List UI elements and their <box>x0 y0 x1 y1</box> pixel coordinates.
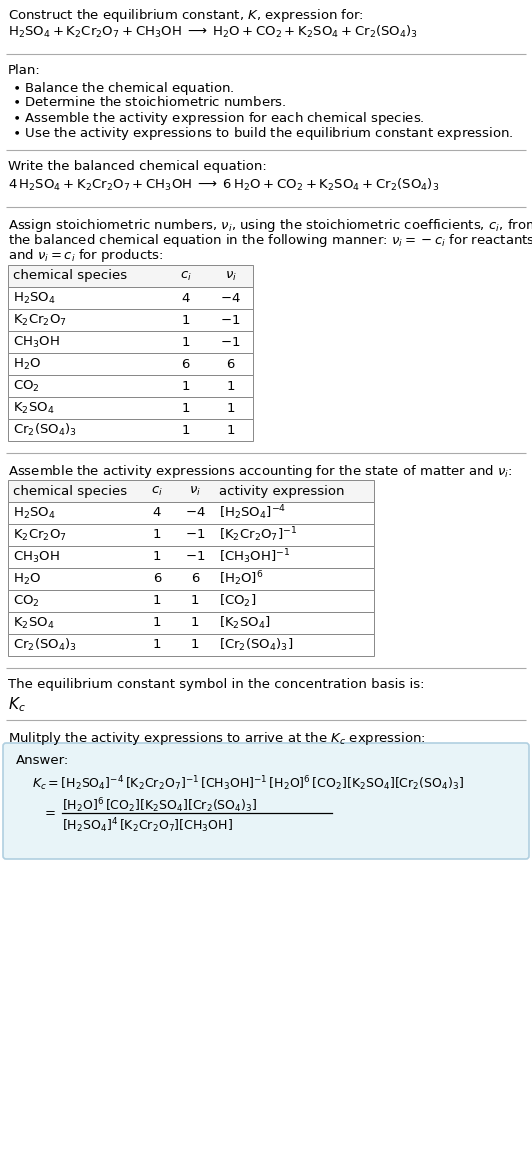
Text: 1: 1 <box>191 639 200 651</box>
Text: Plan:: Plan: <box>8 64 41 76</box>
Text: $\mathrm{CO_2}$: $\mathrm{CO_2}$ <box>13 379 40 394</box>
Text: $[\mathrm{H_2O}]^6\,[\mathrm{CO_2}][\mathrm{K_2SO_4}][\mathrm{Cr_2(SO_4)_3}]$: $[\mathrm{H_2O}]^6\,[\mathrm{CO_2}][\mat… <box>62 796 257 815</box>
Text: 6: 6 <box>226 357 235 371</box>
Bar <box>8 502 374 524</box>
Text: $\mathrm{CH_3OH}$: $\mathrm{CH_3OH}$ <box>13 335 60 350</box>
Text: $c_i$: $c_i$ <box>180 269 192 283</box>
Bar <box>8 612 374 634</box>
Bar <box>8 420 253 442</box>
Text: 1: 1 <box>181 379 190 393</box>
Text: Construct the equilibrium constant, $K$, expression for:: Construct the equilibrium constant, $K$,… <box>8 7 364 24</box>
Text: 1: 1 <box>153 639 161 651</box>
Text: and $\nu_i = c_i$ for products:: and $\nu_i = c_i$ for products: <box>8 247 164 264</box>
Text: Assemble the activity expressions accounting for the state of matter and $\nu_i$: Assemble the activity expressions accoun… <box>8 462 513 480</box>
Text: $-1$: $-1$ <box>220 313 240 327</box>
Text: $c_i$: $c_i$ <box>151 484 163 497</box>
Text: $\bullet$ Determine the stoichiometric numbers.: $\bullet$ Determine the stoichiometric n… <box>12 95 287 109</box>
Text: $\mathrm{H_2O}$: $\mathrm{H_2O}$ <box>13 571 41 586</box>
Bar <box>8 331 253 353</box>
Bar <box>8 524 374 546</box>
Text: the balanced chemical equation in the following manner: $\nu_i = -c_i$ for react: the balanced chemical equation in the fo… <box>8 232 532 249</box>
Text: 6: 6 <box>153 573 161 585</box>
Text: $[\mathrm{H_2SO_4}]^4\,[\mathrm{K_2Cr_2O_7}][\mathrm{CH_3OH}]$: $[\mathrm{H_2SO_4}]^4\,[\mathrm{K_2Cr_2O… <box>62 816 233 834</box>
Text: $\mathrm{H_2SO_4}$: $\mathrm{H_2SO_4}$ <box>13 505 56 520</box>
Text: chemical species: chemical species <box>13 484 127 497</box>
Bar <box>8 265 253 287</box>
Text: $K_c$: $K_c$ <box>8 695 26 714</box>
Bar <box>8 590 374 612</box>
Text: $\nu_i$: $\nu_i$ <box>189 484 201 497</box>
Text: 1: 1 <box>153 617 161 629</box>
Text: 1: 1 <box>181 335 190 349</box>
Text: 6: 6 <box>181 357 190 371</box>
Text: $[\mathrm{Cr_2(SO_4)_3}]$: $[\mathrm{Cr_2(SO_4)_3}]$ <box>219 637 293 653</box>
Bar <box>8 376 253 398</box>
Text: $\mathrm{K_2SO_4}$: $\mathrm{K_2SO_4}$ <box>13 615 54 630</box>
Text: $\mathrm{CH_3OH}$: $\mathrm{CH_3OH}$ <box>13 549 60 564</box>
Text: $\mathrm{H_2SO_4 + K_2Cr_2O_7 + CH_3OH}$$\;\longrightarrow\;$$\mathrm{H_2O + CO_: $\mathrm{H_2SO_4 + K_2Cr_2O_7 + CH_3OH}$… <box>8 24 418 41</box>
Text: $[\mathrm{H_2SO_4}]^{-4}$: $[\mathrm{H_2SO_4}]^{-4}$ <box>219 504 286 523</box>
Text: $[\mathrm{CH_3OH}]^{-1}$: $[\mathrm{CH_3OH}]^{-1}$ <box>219 548 290 567</box>
Text: $-1$: $-1$ <box>185 529 205 541</box>
Text: Mulitply the activity expressions to arrive at the $K_c$ expression:: Mulitply the activity expressions to arr… <box>8 730 426 748</box>
Text: $[\mathrm{K_2SO_4}]$: $[\mathrm{K_2SO_4}]$ <box>219 615 271 630</box>
Text: The equilibrium constant symbol in the concentration basis is:: The equilibrium constant symbol in the c… <box>8 678 425 691</box>
Bar <box>8 480 374 502</box>
Text: $-1$: $-1$ <box>185 551 205 563</box>
Text: $\mathrm{Cr_2(SO_4)_3}$: $\mathrm{Cr_2(SO_4)_3}$ <box>13 422 77 438</box>
Text: $\mathrm{4\,H_2SO_4 + K_2Cr_2O_7 + CH_3OH}$$\;\longrightarrow\;$$\mathrm{6\,H_2O: $\mathrm{4\,H_2SO_4 + K_2Cr_2O_7 + CH_3O… <box>8 177 439 194</box>
Text: $K_c = [\mathrm{H_2SO_4}]^{-4}$$\,[\mathrm{K_2Cr_2O_7}]^{-1}$$\,[\mathrm{CH_3OH}: $K_c = [\mathrm{H_2SO_4}]^{-4}$$\,[\math… <box>32 774 464 793</box>
Text: $\bullet$ Balance the chemical equation.: $\bullet$ Balance the chemical equation. <box>12 80 235 97</box>
Text: $-4$: $-4$ <box>185 506 205 519</box>
Text: 1: 1 <box>191 595 200 607</box>
Text: $\mathrm{H_2O}$: $\mathrm{H_2O}$ <box>13 357 41 372</box>
Text: 1: 1 <box>181 401 190 415</box>
Text: chemical species: chemical species <box>13 270 127 283</box>
Text: 1: 1 <box>153 529 161 541</box>
Text: 1: 1 <box>181 313 190 327</box>
Bar <box>8 568 374 590</box>
Text: 1: 1 <box>181 423 190 437</box>
Bar <box>8 309 253 331</box>
Bar <box>8 287 253 309</box>
Text: $\mathrm{Cr_2(SO_4)_3}$: $\mathrm{Cr_2(SO_4)_3}$ <box>13 637 77 653</box>
Text: $[\mathrm{K_2Cr_2O_7}]^{-1}$: $[\mathrm{K_2Cr_2O_7}]^{-1}$ <box>219 526 297 545</box>
Text: $\bullet$ Use the activity expressions to build the equilibrium constant express: $\bullet$ Use the activity expressions t… <box>12 125 513 143</box>
Text: 4: 4 <box>153 506 161 519</box>
Text: activity expression: activity expression <box>219 484 345 497</box>
Text: Answer:: Answer: <box>16 755 69 767</box>
Bar <box>8 546 374 568</box>
Text: $\nu_i$: $\nu_i$ <box>225 269 236 283</box>
Text: $\bullet$ Assemble the activity expression for each chemical species.: $\bullet$ Assemble the activity expressi… <box>12 110 425 127</box>
Bar <box>8 353 253 376</box>
Text: $\mathrm{H_2SO_4}$: $\mathrm{H_2SO_4}$ <box>13 291 56 306</box>
Text: $[\mathrm{CO_2}]$: $[\mathrm{CO_2}]$ <box>219 593 256 608</box>
Text: Write the balanced chemical equation:: Write the balanced chemical equation: <box>8 160 267 173</box>
Text: =: = <box>45 808 56 821</box>
Text: 1: 1 <box>226 423 235 437</box>
Text: $\mathrm{K_2SO_4}$: $\mathrm{K_2SO_4}$ <box>13 401 54 416</box>
Text: $\mathrm{K_2Cr_2O_7}$: $\mathrm{K_2Cr_2O_7}$ <box>13 527 67 542</box>
Bar <box>8 398 253 420</box>
Text: Assign stoichiometric numbers, $\nu_i$, using the stoichiometric coefficients, $: Assign stoichiometric numbers, $\nu_i$, … <box>8 217 532 234</box>
Text: $[\mathrm{H_2O}]^6$: $[\mathrm{H_2O}]^6$ <box>219 570 263 589</box>
FancyBboxPatch shape <box>3 743 529 859</box>
Text: $-1$: $-1$ <box>220 335 240 349</box>
Text: 6: 6 <box>191 573 199 585</box>
Text: 4: 4 <box>181 292 190 305</box>
Text: $\mathrm{K_2Cr_2O_7}$: $\mathrm{K_2Cr_2O_7}$ <box>13 313 67 328</box>
Text: $\mathrm{CO_2}$: $\mathrm{CO_2}$ <box>13 593 40 608</box>
Text: 1: 1 <box>153 595 161 607</box>
Text: 1: 1 <box>153 551 161 563</box>
Text: 1: 1 <box>226 401 235 415</box>
Text: $-4$: $-4$ <box>220 292 241 305</box>
Text: 1: 1 <box>191 617 200 629</box>
Text: 1: 1 <box>226 379 235 393</box>
Bar <box>8 634 374 656</box>
